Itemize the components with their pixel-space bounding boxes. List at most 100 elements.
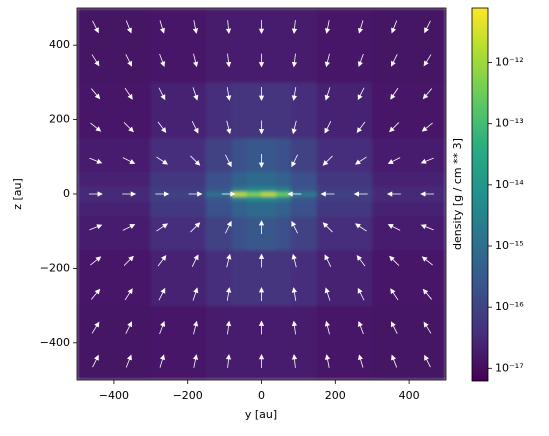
- density-cell: [290, 186, 318, 193]
- velocity-arrow: [125, 20, 132, 34]
- velocity-arrow: [193, 320, 199, 335]
- velocity-arrow: [226, 287, 232, 301]
- velocity-arrow: [225, 220, 232, 234]
- velocity-arrow: [387, 157, 401, 164]
- density-cell: [77, 191, 152, 197]
- velocity-arrow: [357, 320, 364, 335]
- velocity-arrow: [124, 288, 133, 301]
- x-tick-label: 200: [325, 389, 346, 402]
- density-cell: [290, 191, 318, 197]
- velocity-arrow: [192, 87, 199, 101]
- velocity-arrow: [357, 287, 365, 301]
- velocity-arrow: [258, 253, 265, 268]
- velocity-arrow: [291, 120, 297, 135]
- density-cell: [246, 305, 262, 380]
- density-cell: [371, 305, 446, 380]
- density-cell: [275, 201, 292, 217]
- velocity-arrow: [291, 87, 297, 101]
- velocity-arrow: [324, 354, 331, 368]
- velocity-arrow: [320, 191, 335, 197]
- density-cell: [290, 137, 318, 172]
- velocity-arrow: [89, 157, 103, 164]
- velocity-arrow: [354, 223, 367, 232]
- density-cell: [261, 249, 277, 306]
- x-tick-label: −200: [173, 389, 203, 402]
- x-tick-label: −400: [99, 389, 129, 402]
- velocity-arrow: [291, 287, 297, 301]
- velocity-arrow: [387, 224, 401, 231]
- density-cell: [275, 82, 292, 139]
- density-cell: [205, 216, 233, 251]
- density-cell: [261, 195, 277, 202]
- density-cell: [290, 171, 318, 187]
- velocity-arrow: [324, 87, 331, 101]
- velocity-arrow: [221, 191, 236, 197]
- density-cell: [261, 186, 277, 193]
- velocity-arrow: [90, 122, 102, 132]
- density-cell: [371, 186, 446, 193]
- density-cell: [77, 216, 152, 251]
- density-cell: [316, 137, 373, 172]
- velocity-arrow: [226, 253, 232, 268]
- velocity-arrow: [354, 156, 367, 165]
- velocity-arrow: [324, 121, 332, 134]
- velocity-arrow: [356, 255, 366, 267]
- velocity-arrow: [92, 20, 99, 34]
- velocity-arrow: [91, 321, 100, 334]
- colorbar-tick-label: 10⁻¹²: [495, 56, 524, 69]
- density-cell: [77, 305, 152, 380]
- velocity-arrow: [191, 121, 199, 134]
- density-cell: [275, 216, 292, 251]
- velocity-arrow: [258, 87, 265, 101]
- velocity-arrow: [258, 53, 265, 68]
- velocity-arrow: [423, 321, 432, 334]
- density-cell: [231, 171, 248, 187]
- velocity-arrow: [258, 120, 265, 135]
- density-cell: [150, 8, 207, 83]
- density-cell: [371, 171, 446, 187]
- x-axis-label: y [au]: [245, 408, 277, 421]
- velocity-arrow: [291, 53, 298, 68]
- density-cell: [290, 216, 318, 251]
- density-cell: [371, 216, 446, 251]
- velocity-arrow: [123, 122, 134, 133]
- density-cell: [261, 191, 277, 197]
- velocity-arrow: [123, 255, 134, 266]
- density-cell: [231, 8, 248, 83]
- density-cell: [77, 186, 152, 193]
- velocity-arrow: [159, 320, 166, 335]
- y-tick-label: 0: [63, 187, 70, 200]
- velocity-arrow: [90, 256, 102, 266]
- y-tick-label: 400: [49, 38, 70, 51]
- velocity-arrow: [158, 287, 166, 301]
- density-cell: [316, 186, 373, 193]
- density-cell: [231, 195, 248, 202]
- y-tick-label: −400: [40, 336, 70, 349]
- density-cell: [316, 171, 373, 187]
- density-cell: [205, 8, 233, 83]
- velocity-arrow: [225, 320, 232, 335]
- density-cell: [275, 186, 292, 193]
- velocity-arrow: [322, 222, 333, 233]
- density-map: [77, 8, 446, 380]
- density-cell: [316, 305, 373, 380]
- density-cell: [246, 8, 262, 83]
- density-cell: [246, 186, 262, 193]
- density-cell: [261, 8, 277, 83]
- velocity-arrow: [122, 224, 136, 231]
- density-cell: [261, 305, 277, 380]
- velocity-arrow: [122, 191, 137, 197]
- velocity-arrow: [424, 20, 431, 34]
- velocity-arrow: [192, 20, 199, 34]
- density-cell: [275, 249, 292, 306]
- density-cell: [316, 216, 373, 251]
- velocity-arrow: [357, 20, 364, 34]
- velocity-arrow: [324, 320, 330, 335]
- velocity-arrow: [421, 122, 433, 132]
- velocity-arrow: [324, 53, 330, 68]
- density-cell: [205, 201, 233, 217]
- density-cell: [77, 201, 152, 217]
- velocity-arrow: [291, 220, 298, 234]
- velocity-arrow: [158, 87, 166, 101]
- density-cell: [150, 195, 207, 202]
